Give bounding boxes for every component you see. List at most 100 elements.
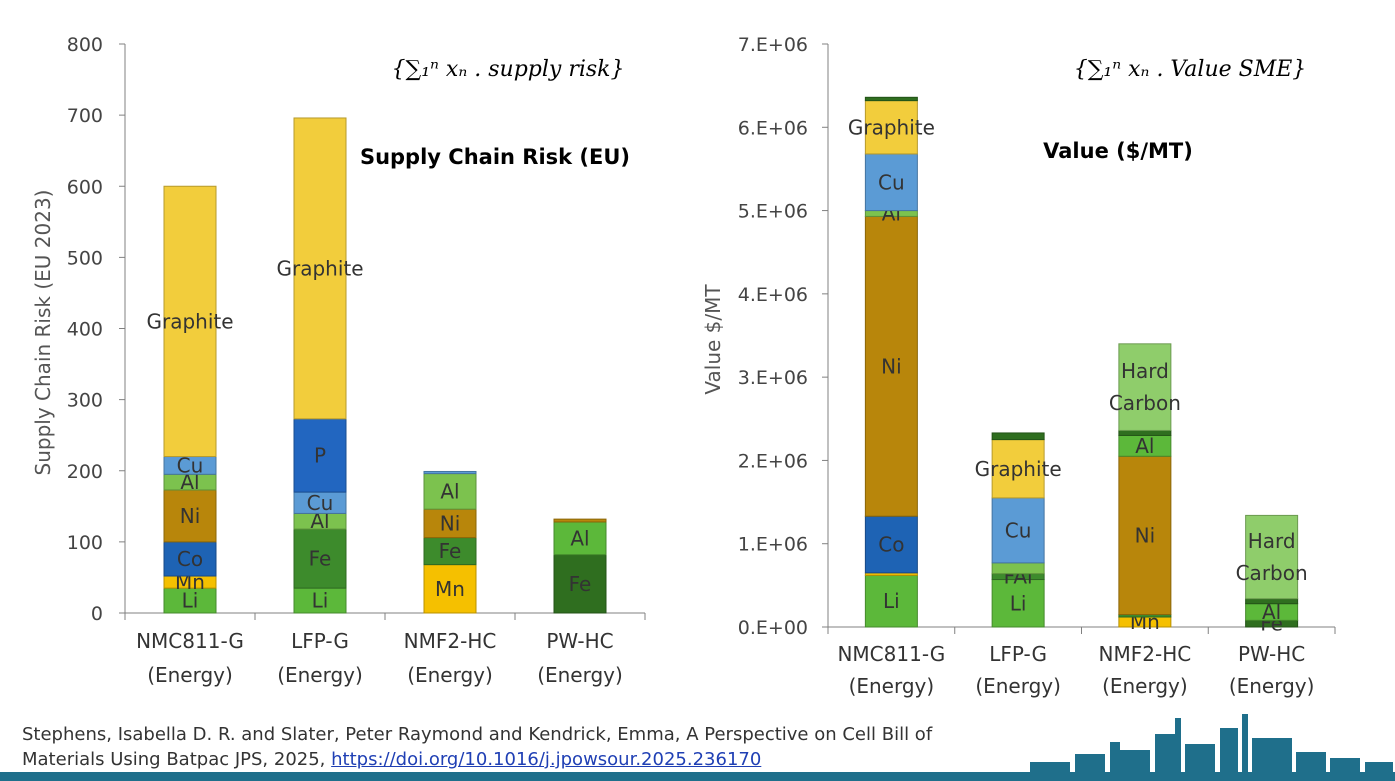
y-axis-title: Supply Chain Risk (EU 2023) <box>31 190 55 476</box>
segment-label: Ni <box>180 504 201 528</box>
footer-bar <box>0 772 1395 781</box>
y-tick-label: 500 <box>67 247 103 269</box>
y-tick-label: 1.E+06 <box>738 534 808 556</box>
x-category-label: NMF2-HC <box>404 629 497 653</box>
segment-label: Al <box>180 470 199 494</box>
bar-segment-other <box>864 96 918 102</box>
segment-label: Ni <box>881 354 902 378</box>
y-tick-label: 200 <box>67 461 103 483</box>
x-category-label: LFP-G <box>989 642 1047 666</box>
segment-label: Co <box>878 533 904 557</box>
x-category-label: (Energy) <box>849 674 935 698</box>
segment-label: Li <box>1010 591 1027 615</box>
segment-label: Fe <box>569 572 592 596</box>
segment-label: Al <box>440 479 459 503</box>
bar-segment-graphite <box>293 117 347 420</box>
y-tick-label: 3.E+06 <box>738 367 808 389</box>
bar-segment-graphite <box>163 185 217 458</box>
bar-segment-li <box>293 587 347 614</box>
x-category-label: (Energy) <box>1102 674 1188 698</box>
x-category-label: NMC811-G <box>837 642 945 666</box>
bar-segment-other <box>991 432 1045 441</box>
doi-link[interactable]: https://doi.org/10.1016/j.jpowsour.2025.… <box>331 749 762 770</box>
bar-segment-cu <box>553 518 607 523</box>
bar-segment-li <box>864 574 918 628</box>
bar-segment-graphite <box>864 100 918 155</box>
x-category-label: (Energy) <box>147 663 233 687</box>
bar-segment-ni <box>1118 455 1172 616</box>
x-category-label: (Energy) <box>975 674 1061 698</box>
y-tick-label: 5.E+06 <box>738 201 808 223</box>
segment-label: Graphite <box>848 115 935 139</box>
segment-label: Cu <box>177 453 204 477</box>
x-category-label: PW-HC <box>1238 642 1305 666</box>
segment-label: Mn <box>435 577 465 601</box>
y-tick-label: 4.E+06 <box>738 284 808 306</box>
x-category-label: (Energy) <box>537 663 623 687</box>
chart-title: Supply Chain Risk (EU) <box>360 145 630 169</box>
x-category-label: LFP-G <box>291 629 349 653</box>
segment-label: Fe <box>309 547 332 571</box>
segment-label: Al <box>310 509 329 533</box>
bar-segment-hard-carbon <box>1118 343 1172 431</box>
segment-label: Hard <box>1248 529 1296 553</box>
bar-segment-ni <box>864 215 918 517</box>
segment-label: Cu <box>878 170 905 194</box>
bar-segment-li <box>991 579 1045 628</box>
segment-label: Al <box>570 526 589 550</box>
y-tick-label: 6.E+06 <box>738 117 808 139</box>
citation-text: Stephens, Isabella D. R. and Slater, Pet… <box>22 724 933 770</box>
segment-label: Al <box>1135 434 1154 458</box>
x-category-label: (Energy) <box>277 663 363 687</box>
segment-label: Ni <box>1135 523 1156 547</box>
bar-segment-mn <box>423 564 477 614</box>
y-tick-label: 400 <box>67 319 103 341</box>
y-tick-label: 0.E+00 <box>738 617 808 639</box>
bar-segment-co <box>864 515 918 574</box>
bar-segment-cu <box>423 470 477 475</box>
bar-segment-cu <box>864 153 918 212</box>
y-tick-label: 0 <box>91 603 103 625</box>
y-tick-label: 600 <box>67 176 103 198</box>
segment-label: Li <box>883 589 900 613</box>
segment-label: Carbon <box>1109 391 1181 415</box>
segment-label: Graphite <box>975 457 1062 481</box>
segment-label: Cu <box>307 491 334 515</box>
citation: Stephens, Isabella D. R. and Slater, Pet… <box>22 722 1002 772</box>
bar-segment-co <box>163 541 217 577</box>
segment-label: Graphite <box>276 256 363 280</box>
segment-label: Fe <box>439 539 462 563</box>
segment-label: Al <box>1262 600 1281 624</box>
y-tick-label: 2.E+06 <box>738 450 808 472</box>
bar-segment-cu <box>991 497 1045 564</box>
bar-segment-ni <box>163 489 217 543</box>
bar-segment-hard-carbon <box>1245 514 1299 600</box>
chart-formula: {∑₁ⁿ xₙ . Value SME} <box>1074 57 1307 82</box>
x-category-label: NMF2-HC <box>1099 642 1192 666</box>
bar-segment-li <box>163 587 217 614</box>
segment-label: Li <box>312 589 329 613</box>
segment-label: P <box>314 443 326 467</box>
bar-segment-fe <box>423 537 477 566</box>
x-category-label: (Energy) <box>407 663 493 687</box>
segment-label: Carbon <box>1236 561 1308 585</box>
segment-label: Graphite <box>146 309 233 333</box>
y-tick-label: 100 <box>67 532 103 554</box>
chart-formula: {∑₁ⁿ xₙ . supply risk} <box>392 57 625 82</box>
y-axis-title: Value $/MT <box>701 284 725 395</box>
bar-segment-al <box>991 562 1045 575</box>
segment-label: Li <box>182 589 199 613</box>
bar-segment-fe <box>553 554 607 614</box>
bar-segment-ni <box>423 508 477 539</box>
y-tick-label: 7.E+06 <box>738 34 808 56</box>
chart-title: Value ($/MT) <box>1043 139 1193 163</box>
y-tick-label: 800 <box>67 34 103 56</box>
segment-label: Co <box>177 547 203 571</box>
bar-segment-other <box>1118 429 1172 436</box>
segment-label: Hard <box>1121 359 1169 383</box>
x-category-label: PW-HC <box>546 629 613 653</box>
segment-label: Cu <box>1005 518 1032 542</box>
bar-segment-other <box>1245 598 1299 605</box>
y-tick-label: 300 <box>67 390 103 412</box>
